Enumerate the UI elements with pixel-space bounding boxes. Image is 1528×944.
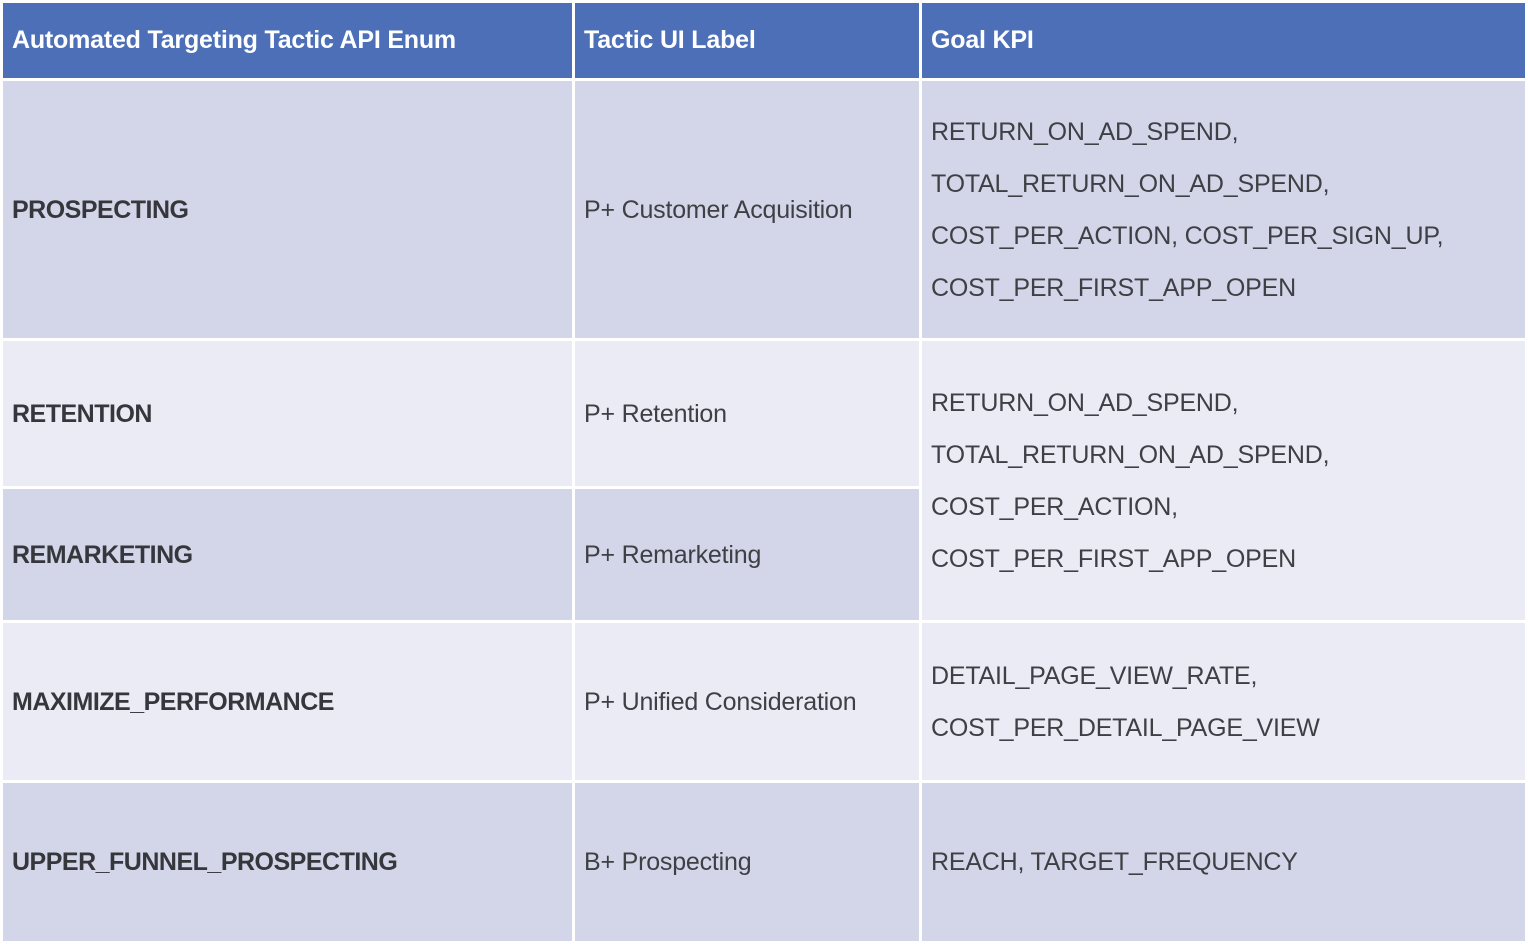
cell-goal-kpi: DETAIL_PAGE_VIEW_RATE, COST_PER_DETAIL_P… — [922, 623, 1525, 780]
cell-api-enum: REMARKETING — [3, 489, 572, 620]
cell-goal-kpi-shared: RETURN_ON_AD_SPEND, TOTAL_RETURN_ON_AD_S… — [922, 341, 1525, 620]
table-row-maximize-performance: MAXIMIZE_PERFORMANCE P+ Unified Consider… — [3, 623, 1525, 780]
column-header-api-enum: Automated Targeting Tactic API Enum — [3, 3, 572, 78]
cell-goal-kpi: REACH, TARGET_FREQUENCY — [922, 783, 1525, 941]
cell-api-enum: MAXIMIZE_PERFORMANCE — [3, 623, 572, 780]
cell-ui-label: P+ Retention — [575, 341, 919, 486]
table-row-upper-funnel-prospecting: UPPER_FUNNEL_PROSPECTING B+ Prospecting … — [3, 783, 1525, 941]
cell-api-enum: PROSPECTING — [3, 81, 572, 338]
header-row: Automated Targeting Tactic API Enum Tact… — [3, 3, 1525, 78]
table-row-prospecting: PROSPECTING P+ Customer Acquisition RETU… — [3, 81, 1525, 338]
cell-ui-label: B+ Prospecting — [575, 783, 919, 941]
cell-api-enum: RETENTION — [3, 341, 572, 486]
cell-api-enum: UPPER_FUNNEL_PROSPECTING — [3, 783, 572, 941]
cell-goal-kpi: RETURN_ON_AD_SPEND, TOTAL_RETURN_ON_AD_S… — [922, 81, 1525, 338]
column-header-ui-label: Tactic UI Label — [575, 3, 919, 78]
cell-ui-label: P+ Remarketing — [575, 489, 919, 620]
table-row-remarketing: REMARKETING P+ Remarketing — [3, 489, 1525, 620]
table-row-retention: RETENTION P+ Retention RETURN_ON_AD_SPEN… — [3, 341, 1525, 620]
cell-ui-label: P+ Customer Acquisition — [575, 81, 919, 338]
cell-ui-label: P+ Unified Consideration — [575, 623, 919, 780]
column-header-goal-kpi: Goal KPI — [922, 3, 1525, 78]
